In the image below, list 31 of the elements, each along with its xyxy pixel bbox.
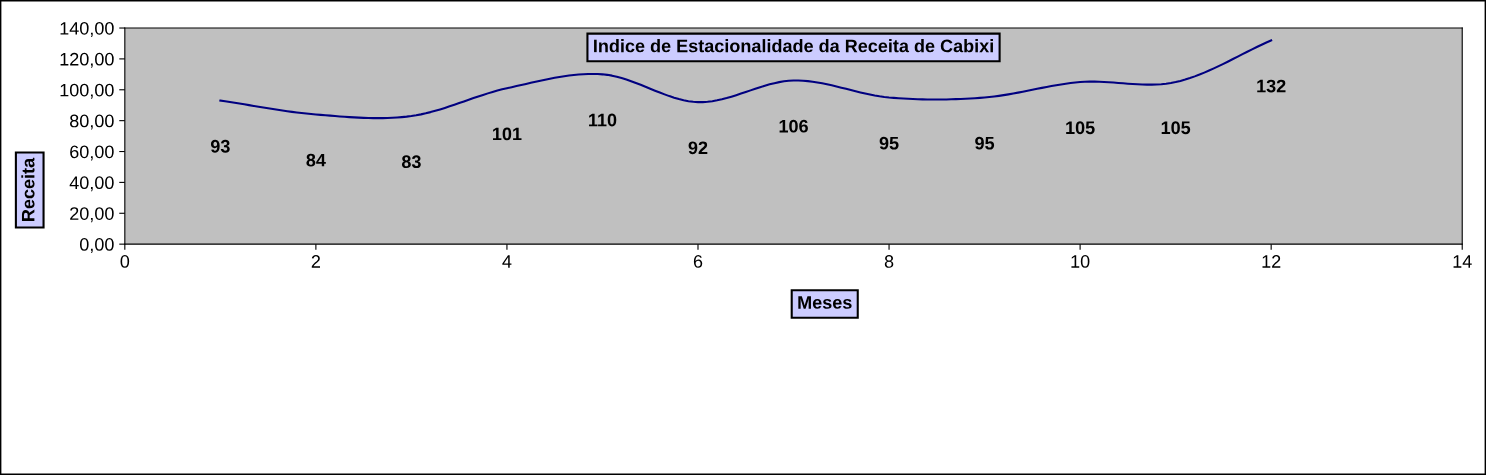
- y-tick-label: 140,00: [60, 21, 114, 37]
- x-tick-label: 12: [1262, 255, 1281, 268]
- y-tick-label: 80,00: [70, 114, 114, 130]
- x-tick-label: 6: [693, 255, 703, 268]
- y-tick-label: 20,00: [70, 207, 114, 223]
- x-tick-label: 14: [1453, 255, 1472, 268]
- y-tick-label: 100,00: [60, 83, 114, 99]
- x-tick-label: 8: [884, 255, 894, 268]
- x-axis-title: Meses: [798, 296, 852, 309]
- data-label: 95: [879, 136, 899, 150]
- data-label: 110: [589, 113, 617, 127]
- x-tick-label: 4: [502, 255, 512, 268]
- y-tick-label: 40,00: [69, 176, 114, 192]
- y-axis-title: Receita: [21, 157, 35, 221]
- data-label: 106: [779, 119, 808, 133]
- x-tick-label: 2: [311, 255, 320, 268]
- data-label: 105: [1066, 121, 1095, 135]
- y-tick-label: 60,00: [70, 145, 114, 161]
- y-tick-label: 0,00: [79, 238, 114, 253]
- data-label: 93: [210, 139, 230, 153]
- data-label: 95: [975, 136, 995, 150]
- data-label: 84: [306, 153, 326, 167]
- y-tick-label: 120,00: [60, 52, 114, 68]
- chart-title: Indice de Estacionalidade da Receita de Cabixi: [594, 39, 993, 53]
- data-label: 105: [1161, 121, 1191, 135]
- data-label: 132: [1257, 79, 1286, 93]
- x-tick-label: 10: [1071, 255, 1090, 268]
- x-tick-label: 0: [120, 255, 130, 268]
- data-label: 92: [688, 141, 708, 155]
- data-label: 83: [401, 155, 421, 169]
- data-label: 101: [493, 127, 522, 141]
